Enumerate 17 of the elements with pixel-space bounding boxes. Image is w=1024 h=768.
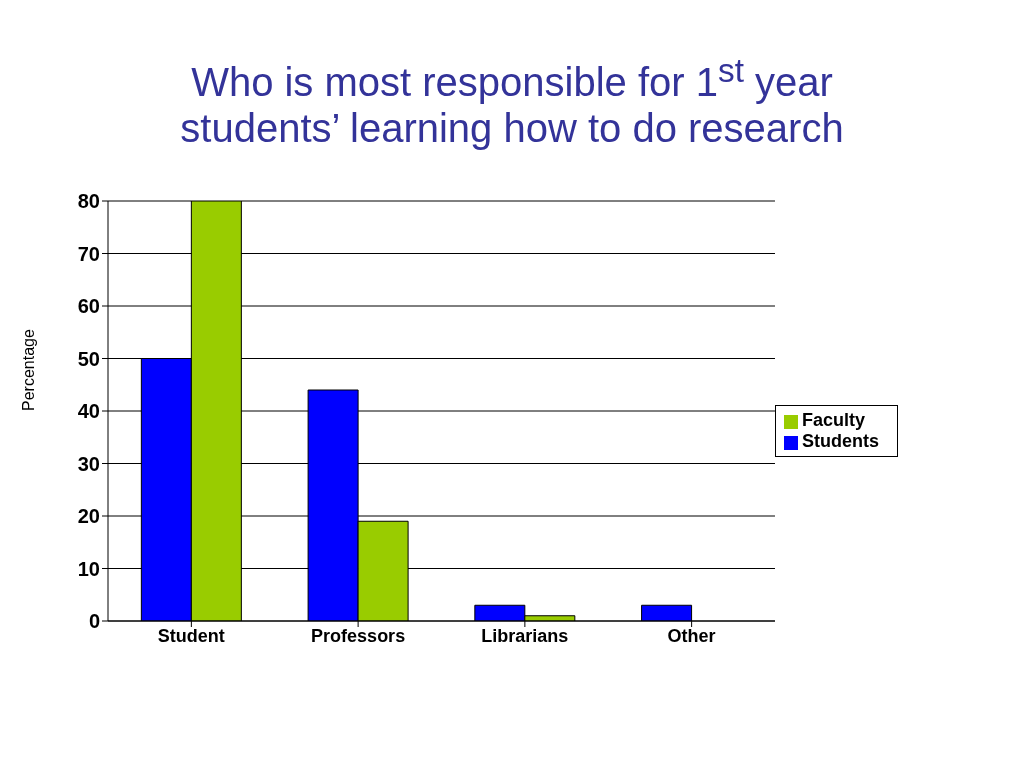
x-tick-label: Student (157, 626, 225, 647)
legend-label: Students (801, 431, 879, 452)
x-tick-label: Professors (311, 626, 406, 647)
y-tick-label: 60 (77, 295, 100, 318)
x-tick-label: Other (667, 626, 716, 647)
y-tick-label: 40 (77, 400, 100, 423)
y-axis-title: Percentage (19, 329, 37, 412)
legend-label: Faculty (801, 410, 866, 431)
y-tick-label: 30 (77, 452, 100, 475)
y-tick-label: 10 (77, 557, 100, 580)
y-tick-label: 80 (77, 190, 100, 213)
y-tick-label: 0 (88, 610, 100, 633)
y-tick-label: 20 (77, 505, 100, 528)
y-tick-label: 50 (77, 347, 100, 370)
chart-title: Who is most responsible for 1$^{st}$ year students’ learning how to do research (179, 51, 845, 153)
y-tick-label: 70 (77, 242, 100, 265)
x-tick-label: Librarians (481, 626, 569, 647)
